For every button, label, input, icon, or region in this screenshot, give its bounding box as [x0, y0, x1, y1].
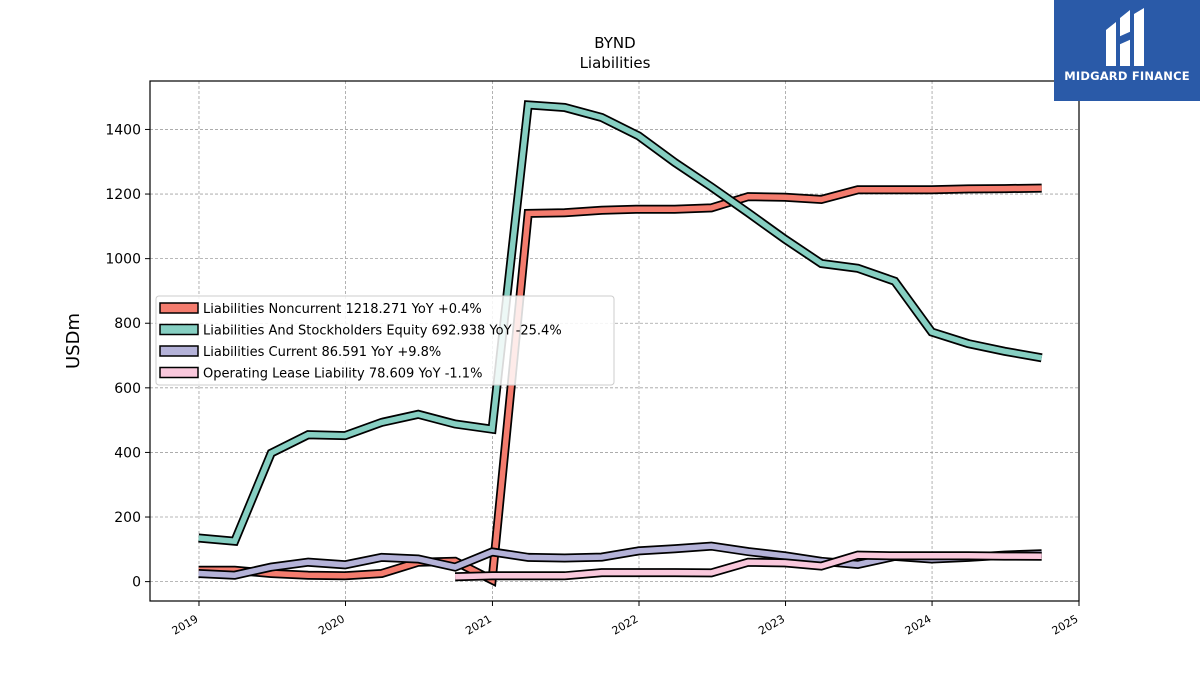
y-tick-label: 1200 [105, 187, 141, 203]
x-tick-label: 2025 [1050, 612, 1081, 637]
series-0 [198, 183, 1042, 587]
legend-entry: Liabilities Noncurrent 1218.271 YoY +0.4… [203, 302, 482, 317]
x-tick-label: 2020 [316, 612, 347, 637]
y-tick-label: 200 [114, 510, 141, 526]
series-line [455, 552, 1042, 580]
legend-swatch [159, 366, 199, 379]
legend-swatch [159, 345, 199, 357]
y-tick-label: 1000 [105, 252, 141, 268]
y-tick-label: 600 [114, 381, 141, 397]
x-tick-label: 2021 [463, 612, 494, 637]
chart-subtitle: Liabilities [580, 54, 651, 72]
brand-name: MIDGARD FINANCE [1064, 69, 1190, 83]
series-3 [454, 550, 1042, 582]
y-tick-label: 400 [114, 445, 141, 461]
series-line [198, 101, 1043, 545]
legend: Liabilities Noncurrent 1218.271 YoY +0.4… [155, 295, 615, 386]
x-tick-label: 2023 [756, 612, 787, 637]
brand-logo: MIDGARD FINANCE [1054, 0, 1200, 101]
y-tick-label: 1400 [105, 122, 141, 138]
y-tick-label: 0 [132, 575, 141, 591]
plot-frame [149, 80, 1080, 602]
legend-box [155, 295, 615, 386]
legend-entry: Operating Lease Liability 78.609 YoY -1.… [203, 367, 482, 382]
legend-swatch [159, 302, 199, 314]
series-layer [198, 100, 1043, 587]
midgard-logo-icon [1106, 8, 1144, 66]
x-tick-label: 2022 [610, 612, 641, 637]
legend-entry: Liabilities Current 86.591 YoY +9.8% [203, 345, 441, 360]
chart-title: BYND [594, 34, 635, 52]
series-1 [198, 100, 1043, 546]
x-tick-label: 2024 [903, 612, 934, 637]
series-line [198, 185, 1042, 585]
y-tick-label: 800 [114, 316, 141, 332]
y-axis-label: USDm [63, 313, 84, 369]
x-tick-label: 2019 [170, 612, 201, 637]
legend-entry: Liabilities And Stockholders Equity 692.… [203, 324, 562, 339]
legend-swatch [159, 323, 199, 336]
